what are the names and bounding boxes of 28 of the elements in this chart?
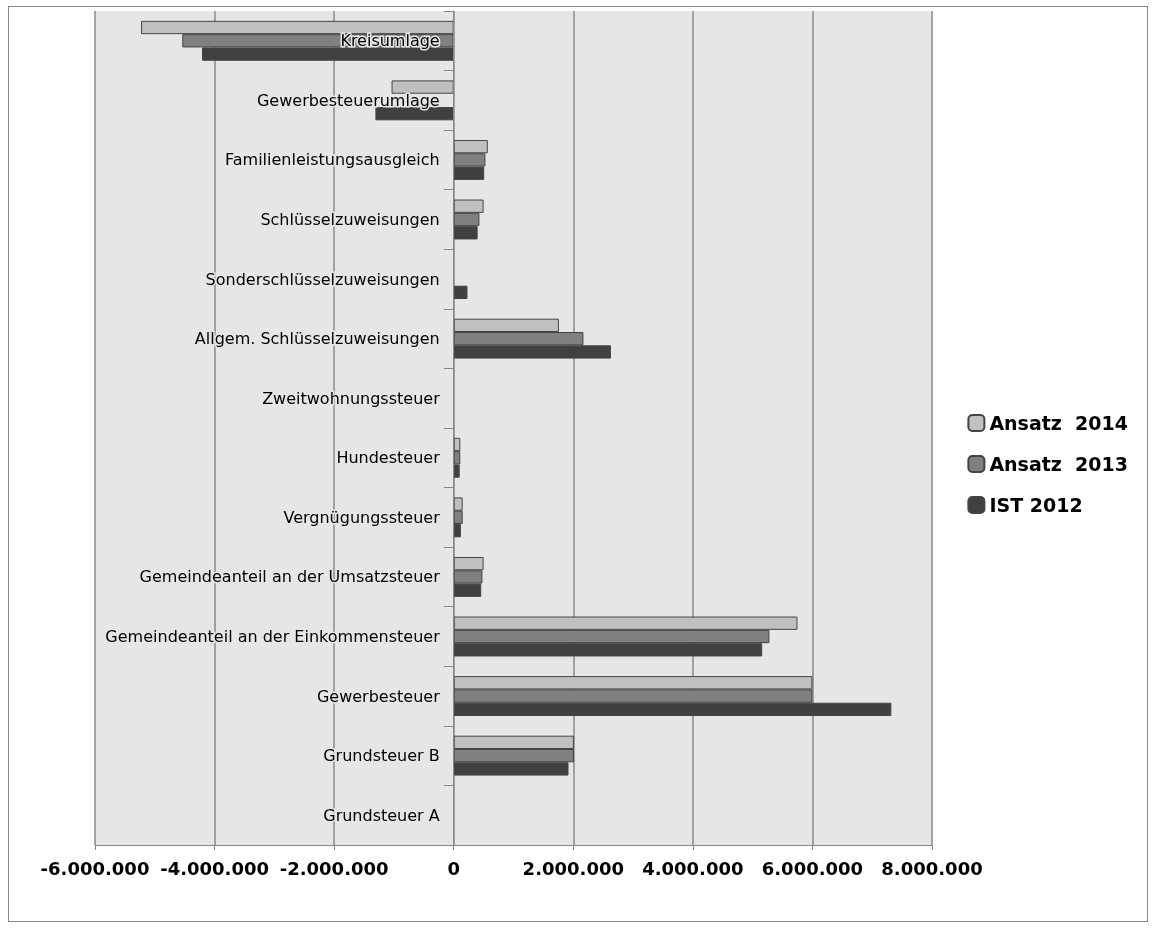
x-tick-label: 0 [447,857,460,879]
x-tick-label: 8.000.000 [881,857,983,879]
y-tick-label: Zweitwohnungssteuer [262,388,441,408]
x-tick-label: -4.000.000 [160,857,269,879]
y-tick-label: Gemeindeanteil an der Einkommensteuer [105,627,441,646]
bar [375,107,454,121]
y-tick-label: Gemeindeanteil an der Umsatzsteuer [139,567,441,587]
y-tick-label: Hundesteuer [336,448,441,468]
y-tick-label: Grundsteuer A [323,805,440,825]
x-tick-label: -2.000.000 [279,857,389,879]
y-tick-label: Schlüsselzuweisungen [260,210,440,229]
y-tick-label: Gewerbesteuer [316,686,441,706]
x-tick-label: 6.000.000 [761,857,864,879]
x-tick-label: 2.000.000 [522,857,624,879]
y-tick-label: Familienleistungsausgleich [225,150,440,170]
y-tick-label: Vergnügungssteuer [283,507,441,527]
x-tick-label: -6.000.000 [40,857,150,879]
bar [391,80,454,94]
y-tick-label: Allgem. Schlüsselzuweisungen [194,329,440,349]
y-tick-label: Kreisumlage [340,31,440,51]
x-tick-label: 4.000.000 [642,857,744,879]
y-tick-label: Gewerbesteuerumlage [256,90,440,110]
legend-label: IST 2012 [989,494,1083,516]
legend-label: Ansatz 2013 [989,453,1129,475]
bar [453,285,468,300]
y-tick-label: Grundsteuer B [323,746,440,766]
legend-label: Ansatz 2014 [989,412,1129,434]
y-tick-label: Sonderschlüsselzuweisungen [205,269,440,289]
